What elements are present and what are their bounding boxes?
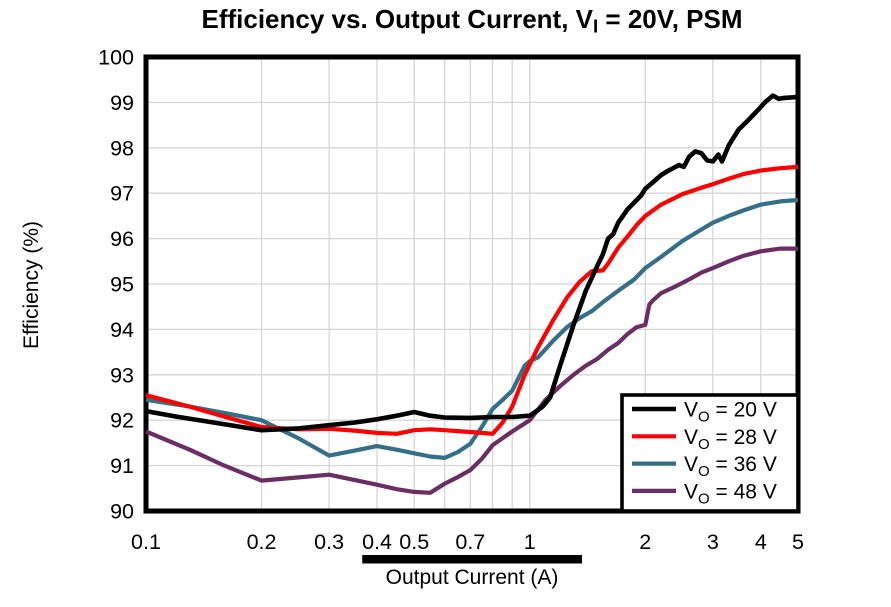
y-tick-label: 90 [110, 500, 134, 524]
y-tick-label: 99 [110, 91, 134, 115]
plot-border [143, 54, 801, 514]
y-tick-label: 98 [110, 136, 134, 160]
x-tick-label: 0.2 [247, 530, 277, 554]
legend-label: VO = 20 V [684, 399, 777, 426]
legend-label: VO = 36 V [684, 453, 777, 480]
x-axis-title: Output Current (A) [385, 566, 559, 589]
x-tick-label: 0.4 [362, 530, 392, 554]
y-tick-label: 92 [110, 409, 134, 433]
x-tick-label: 1 [524, 530, 536, 554]
series-line-20v [145, 93, 799, 433]
series-line-28v [145, 164, 799, 436]
series-line-36v [145, 197, 799, 460]
y-tick-label: 93 [110, 363, 134, 387]
legend-label: VO = 28 V [684, 426, 777, 453]
x-tick-label: 2 [639, 530, 651, 554]
chart-title-subscript: I [593, 15, 599, 37]
legend-label: VO = 48 V [684, 480, 777, 507]
y-axis-title: Efficiency (%) [20, 221, 43, 349]
y-tick-label: 95 [110, 273, 134, 297]
chart-title-pre: Efficiency vs. Output Current, V [201, 4, 593, 34]
y-tick-label: 94 [110, 318, 134, 342]
x-tick-label: 3 [707, 530, 719, 554]
y-tick-label: 97 [110, 182, 134, 206]
x-tick-label: 0.7 [455, 530, 485, 554]
y-tick-label: 100 [98, 46, 134, 70]
x-tick-label: 0.3 [314, 530, 344, 554]
output-current-range-bar [362, 555, 582, 564]
chart-title: Efficiency vs. Output Current, VI = 20V,… [146, 4, 798, 38]
y-tick-label: 96 [110, 227, 134, 251]
x-tick-label: 0.1 [131, 530, 161, 554]
chart-title-post: = 20V, PSM [598, 4, 743, 34]
x-tick-label: 0.5 [399, 530, 429, 554]
x-tick-label: 4 [755, 530, 767, 554]
series-line-48v [145, 246, 798, 495]
y-tick-label: 91 [110, 454, 134, 478]
x-tick-label: 5 [792, 530, 804, 554]
